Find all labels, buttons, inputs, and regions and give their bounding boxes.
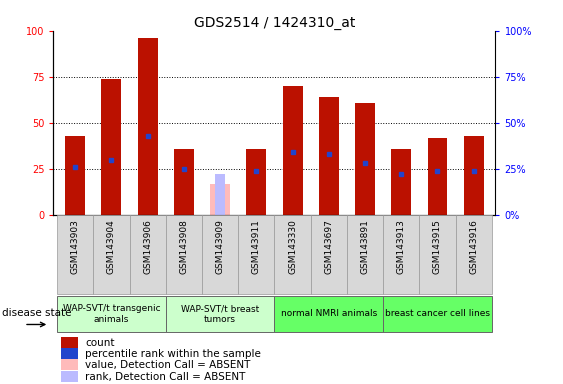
Bar (101, 79, 122, 215)
Bar (174, 149, 194, 215)
Text: disease state: disease state (2, 308, 71, 318)
Text: count: count (86, 338, 115, 348)
Bar (455, 215, 492, 294)
Text: breast cancer cell lines: breast cancer cell lines (385, 310, 490, 318)
Bar (391, 149, 411, 215)
Text: GSM143891: GSM143891 (360, 219, 369, 274)
Bar (347, 215, 383, 294)
Bar (61, 359, 78, 369)
Bar (129, 215, 166, 294)
Text: GSM143904: GSM143904 (107, 219, 116, 274)
Text: value, Detection Call = ABSENT: value, Detection Call = ABSENT (86, 360, 251, 370)
Bar (57, 215, 93, 294)
Bar (383, 296, 492, 332)
Bar (210, 184, 230, 215)
Bar (61, 348, 78, 359)
Text: GSM143697: GSM143697 (324, 219, 333, 274)
Text: WAP-SVT/t transgenic
animals: WAP-SVT/t transgenic animals (62, 304, 160, 324)
Text: GSM143913: GSM143913 (397, 219, 406, 274)
Text: GSM143330: GSM143330 (288, 219, 297, 274)
Title: GDS2514 / 1424310_at: GDS2514 / 1424310_at (194, 16, 355, 30)
Bar (319, 97, 339, 215)
Text: GSM143906: GSM143906 (143, 219, 152, 274)
Text: GSM143908: GSM143908 (180, 219, 189, 274)
Text: rank, Detection Call = ABSENT: rank, Detection Call = ABSENT (86, 372, 245, 382)
Text: WAP-SVT/t breast
tumors: WAP-SVT/t breast tumors (181, 304, 259, 324)
Bar (238, 215, 275, 294)
Bar (419, 215, 455, 294)
Text: GSM143911: GSM143911 (252, 219, 261, 274)
Text: GSM143903: GSM143903 (71, 219, 80, 274)
Bar (61, 338, 78, 348)
Bar (93, 215, 129, 294)
Bar (283, 86, 302, 215)
Bar (311, 215, 347, 294)
Bar (61, 371, 78, 382)
Bar (275, 296, 383, 332)
Text: GSM143916: GSM143916 (469, 219, 478, 274)
Bar (166, 215, 202, 294)
Bar (65, 136, 85, 215)
Bar (138, 38, 158, 215)
Text: GSM143909: GSM143909 (216, 219, 225, 274)
Bar (57, 296, 166, 332)
Bar (166, 296, 275, 332)
Text: percentile rank within the sample: percentile rank within the sample (86, 349, 261, 359)
Bar (247, 149, 266, 215)
Text: GSM143915: GSM143915 (433, 219, 442, 274)
Bar (464, 136, 484, 215)
Bar (215, 174, 225, 215)
Bar (202, 215, 238, 294)
Bar (355, 103, 375, 215)
Text: normal NMRI animals: normal NMRI animals (281, 310, 377, 318)
Bar (383, 215, 419, 294)
Bar (275, 215, 311, 294)
Bar (427, 137, 448, 215)
